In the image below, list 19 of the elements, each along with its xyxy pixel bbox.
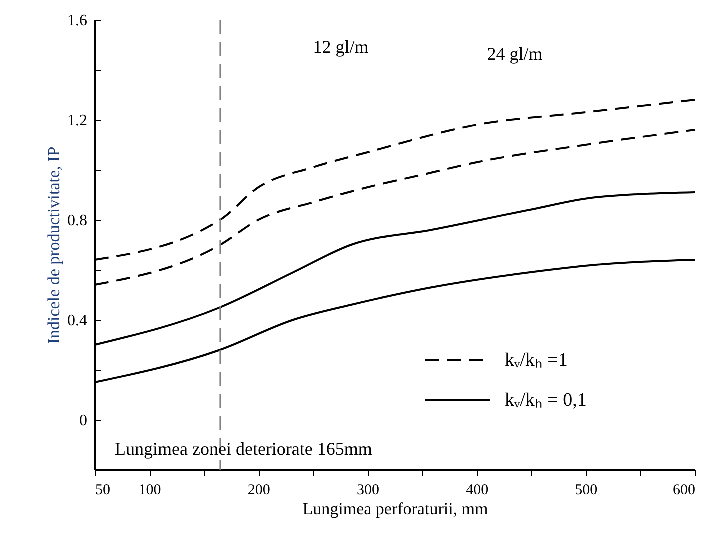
legend-label: kᵥ/kₕ =1 — [505, 350, 568, 371]
x-tick-label: 50 — [96, 482, 110, 498]
y-tick-label: 0.8 — [68, 212, 88, 230]
legend-label: kᵥ/kₕ = 0,1 — [505, 390, 587, 411]
y-tick-label: 0 — [80, 412, 88, 430]
annotation: 24 gl/m — [487, 44, 543, 64]
x-tick-label: 200 — [248, 482, 270, 498]
x-tick-label: 400 — [466, 482, 489, 498]
y-tick-label: 1.2 — [68, 112, 88, 130]
x-tick-label: 600 — [673, 482, 696, 498]
y-tick-label: 1.6 — [68, 12, 88, 30]
annotation: 12 gl/m — [313, 37, 369, 57]
x-axis-title: Lungimea perforaturii, mm — [302, 500, 488, 518]
x-tick-label: 300 — [356, 482, 380, 498]
x-tick-label: 500 — [575, 482, 598, 498]
ref-line-label: Lungimea zonei deteriorate 165mm — [115, 439, 372, 459]
y-tick-label: 0.4 — [68, 312, 88, 330]
x-tick-label: 100 — [138, 482, 162, 498]
y-axis-title: Indicele de productivitate, IP — [44, 146, 64, 344]
